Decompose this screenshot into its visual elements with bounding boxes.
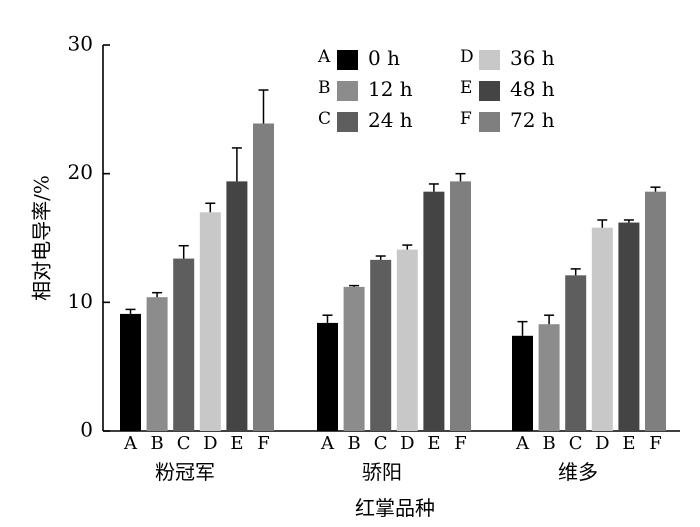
legend-swatch <box>479 112 500 132</box>
legend-swatch <box>337 112 358 132</box>
category-letter: D <box>400 433 414 454</box>
category-letter: D <box>595 433 609 454</box>
y-axis-title: 相对电导率/% <box>30 175 54 301</box>
y-tick-label: 30 <box>68 32 93 56</box>
category-letter: A <box>515 433 530 454</box>
legend-label: 48 h <box>510 77 555 101</box>
category-letter: F <box>454 433 467 454</box>
legend-letter: F <box>460 109 472 129</box>
group-label: 粉冠军 <box>155 460 215 484</box>
category-letter: E <box>622 433 635 454</box>
category-letter: F <box>257 433 270 454</box>
category-letter: B <box>150 433 163 454</box>
bar <box>645 191 666 431</box>
legend-label: 36 h <box>510 46 555 70</box>
legend-letter: C <box>318 109 331 129</box>
legend-letter: E <box>460 78 472 98</box>
category-letter: C <box>374 433 388 454</box>
category-letter: B <box>542 433 555 454</box>
bar <box>538 324 560 431</box>
bar <box>370 259 392 431</box>
legend-label: 24 h <box>368 108 413 132</box>
category-letter: E <box>427 433 440 454</box>
category-letter: F <box>649 433 662 454</box>
category-letter: A <box>320 433 335 454</box>
bar <box>512 335 533 431</box>
bar <box>343 286 365 431</box>
bar <box>396 249 418 431</box>
legend-swatch <box>479 50 500 70</box>
legend-letter: B <box>318 78 331 98</box>
bar <box>591 227 613 431</box>
category-letter: A <box>123 433 138 454</box>
bar <box>120 313 141 431</box>
bar <box>199 212 221 431</box>
legend-label: 12 h <box>368 77 413 101</box>
bar <box>226 181 248 431</box>
y-tick-label: 10 <box>68 289 93 313</box>
category-letter: C <box>177 433 191 454</box>
x-axis-title: 红掌品种 <box>355 496 435 520</box>
legend-swatch <box>337 50 358 70</box>
legend-label: 0 h <box>368 46 400 70</box>
legend-letter: D <box>460 47 474 67</box>
bar <box>450 181 471 431</box>
bar <box>173 258 195 431</box>
bar <box>317 322 338 431</box>
y-tick-label: 20 <box>68 160 93 184</box>
category-letter: E <box>230 433 243 454</box>
y-tick-label: 0 <box>80 418 93 442</box>
category-letter: C <box>569 433 583 454</box>
category-letter: B <box>347 433 360 454</box>
legend: A 0 h B 12 h C 24 h D 36 h E 48 h F 72 h <box>317 46 555 132</box>
group-label: 骄阳 <box>362 460 402 484</box>
legend-swatch <box>479 81 500 101</box>
bar <box>253 123 274 431</box>
group-label: 维多 <box>558 460 598 484</box>
legend-swatch <box>337 81 358 101</box>
legend-letter: A <box>317 47 331 67</box>
bar <box>565 275 587 431</box>
bar <box>618 222 640 431</box>
bar <box>146 297 168 431</box>
legend-label: 72 h <box>510 108 555 132</box>
bar <box>423 191 445 431</box>
category-letter: D <box>203 433 217 454</box>
